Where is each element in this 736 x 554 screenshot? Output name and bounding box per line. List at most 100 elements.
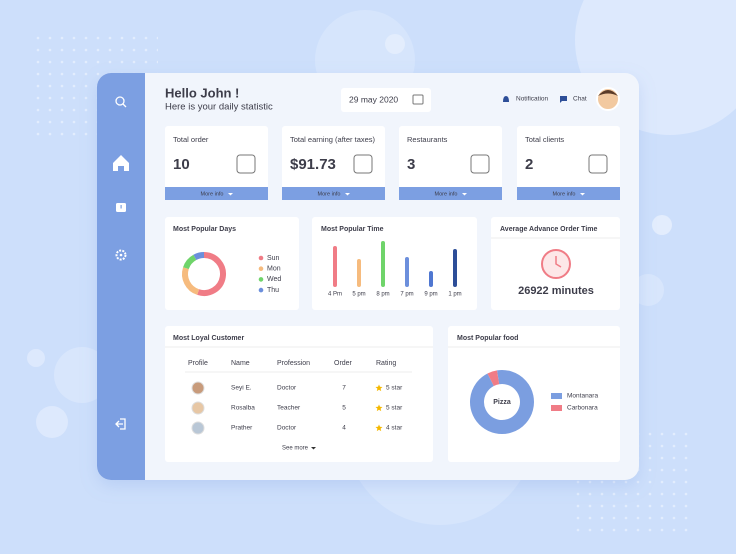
days-card bbox=[165, 217, 299, 310]
stat-value: 2 bbox=[525, 156, 533, 173]
stat-icon bbox=[236, 154, 256, 174]
stat-footer bbox=[399, 187, 502, 200]
legend-label: Thu bbox=[267, 287, 279, 294]
customers-card bbox=[165, 326, 433, 462]
date-picker[interactable] bbox=[341, 88, 431, 112]
stat-label: Total earning (after taxes) bbox=[290, 135, 376, 144]
caret bbox=[228, 193, 233, 196]
bar bbox=[357, 259, 361, 287]
customer-order: 7 bbox=[342, 385, 346, 392]
bar bbox=[381, 241, 385, 287]
more-info-link[interactable]: More info bbox=[435, 191, 458, 197]
legend-label: Carbonara bbox=[567, 405, 598, 412]
customer-profession: Doctor bbox=[277, 425, 297, 432]
customer-name: Prather bbox=[231, 425, 253, 432]
avg-value: 26922 minutes bbox=[518, 285, 594, 297]
bar-label: 9 pm bbox=[424, 292, 437, 298]
card-title: Most Popular food bbox=[457, 335, 518, 342]
logout-icon[interactable] bbox=[115, 418, 126, 430]
legend-swatch bbox=[551, 405, 562, 411]
caret bbox=[311, 447, 316, 450]
column-header: Order bbox=[334, 360, 353, 367]
date: 29 may 2020 bbox=[349, 94, 398, 104]
column-header: Rating bbox=[376, 360, 396, 367]
donut-segment bbox=[193, 252, 205, 261]
pie-slice bbox=[470, 370, 534, 434]
legend-swatch bbox=[551, 393, 562, 399]
chat-link[interactable]: Chat bbox=[573, 96, 587, 103]
stat-card bbox=[399, 126, 502, 200]
more-info-link[interactable]: More info bbox=[318, 191, 341, 197]
subtitle: Here is your daily statistic bbox=[165, 102, 273, 113]
home-icon[interactable] bbox=[113, 155, 129, 171]
card-title: Average Advance Order Time bbox=[500, 226, 598, 233]
stat-value: 10 bbox=[173, 156, 190, 173]
donut-segment bbox=[183, 254, 197, 270]
customer-order: 4 bbox=[342, 425, 346, 432]
calendar-icon bbox=[412, 94, 424, 105]
column-header: Name bbox=[231, 360, 250, 367]
star-icon bbox=[375, 424, 383, 432]
message-icon[interactable] bbox=[116, 203, 126, 212]
settings-icon[interactable] bbox=[115, 249, 127, 261]
stat-icon bbox=[588, 154, 608, 174]
customer-name: Seyi E. bbox=[231, 385, 252, 392]
card-title: Most Popular Time bbox=[321, 226, 384, 233]
customer-rating: 5 star bbox=[386, 385, 403, 392]
stat-label: Total clients bbox=[525, 135, 564, 144]
stat-icon bbox=[470, 154, 490, 174]
pie-slice bbox=[487, 370, 500, 387]
customer-profession: Teacher bbox=[277, 405, 301, 412]
stat-footer bbox=[282, 187, 385, 200]
customer-profession: Doctor bbox=[277, 385, 297, 392]
caret bbox=[580, 193, 585, 196]
star-icon bbox=[375, 404, 383, 412]
card-title: Most Popular Days bbox=[173, 226, 236, 233]
bar bbox=[429, 271, 433, 287]
customer-rating: 5 star bbox=[386, 405, 403, 412]
customer-avatar bbox=[191, 421, 205, 435]
stat-label: Restaurants bbox=[407, 135, 448, 144]
legend-label: Wed bbox=[267, 276, 281, 283]
bar-label: 4 Pm bbox=[328, 292, 342, 298]
stat-icon bbox=[353, 154, 373, 174]
column-header: Profession bbox=[277, 360, 310, 367]
stat-footer bbox=[517, 187, 620, 200]
notification-link[interactable]: Notification bbox=[516, 96, 549, 103]
customer-order: 5 bbox=[342, 405, 346, 412]
greeting: Hello John ! bbox=[165, 85, 239, 100]
time-card bbox=[312, 217, 477, 310]
legend-dot bbox=[258, 255, 264, 261]
stat-card bbox=[165, 126, 268, 200]
caret bbox=[345, 193, 350, 196]
bar-label: 1 pm bbox=[448, 292, 461, 298]
donut-segment bbox=[197, 252, 226, 296]
stat-card bbox=[282, 126, 385, 200]
content: Hello John ! Here is your daily statistic… bbox=[165, 85, 620, 462]
customer-rating: 4 star bbox=[386, 425, 403, 432]
stat-card bbox=[517, 126, 620, 200]
caret bbox=[462, 193, 467, 196]
more-info-link[interactable]: More info bbox=[553, 191, 576, 197]
bar-label: 5 pm bbox=[352, 292, 365, 298]
bar bbox=[453, 249, 457, 287]
stat-value: 3 bbox=[407, 156, 415, 173]
star-icon bbox=[375, 384, 383, 392]
customer-avatar bbox=[191, 381, 205, 395]
bar bbox=[333, 246, 337, 287]
legend-label: Montanara bbox=[567, 393, 598, 400]
see-more-link[interactable]: See more bbox=[282, 446, 309, 452]
stat-value: $91.73 bbox=[290, 156, 336, 173]
avatar-hair bbox=[598, 90, 618, 96]
more-info-link[interactable]: More info bbox=[201, 191, 224, 197]
pie-center-label: Pizza bbox=[493, 399, 511, 406]
bar-label: 8 pm bbox=[376, 292, 389, 298]
chat-icon bbox=[560, 96, 567, 103]
legend-dot bbox=[258, 287, 264, 293]
customer-avatar bbox=[191, 401, 205, 415]
search-icon[interactable] bbox=[115, 96, 127, 108]
bar bbox=[405, 257, 409, 287]
legend-dot bbox=[258, 277, 264, 282]
pie-center bbox=[489, 389, 515, 415]
